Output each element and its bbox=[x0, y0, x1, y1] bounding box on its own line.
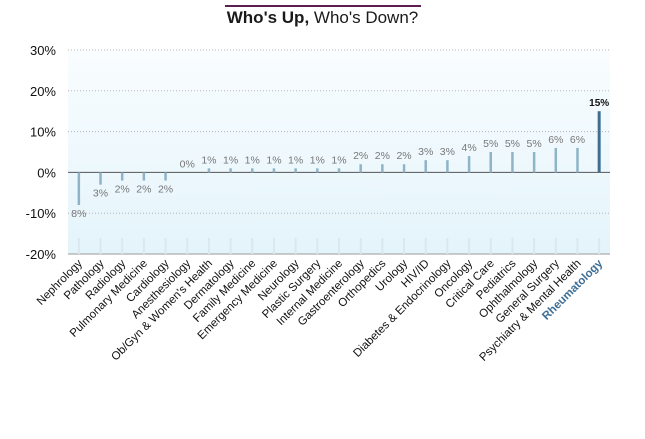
chart-title-rest: Who's Down? bbox=[309, 8, 419, 27]
bar-base-mark bbox=[77, 238, 80, 254]
bar bbox=[511, 152, 514, 173]
value-label: 1% bbox=[223, 154, 238, 166]
value-label: 5% bbox=[483, 138, 498, 150]
value-label: 1% bbox=[201, 154, 216, 166]
value-label: 2% bbox=[136, 184, 151, 196]
bar-base-mark bbox=[272, 238, 275, 254]
bar-base-mark bbox=[554, 238, 557, 254]
bar-base-mark bbox=[186, 238, 189, 254]
bar bbox=[359, 164, 362, 173]
bar bbox=[597, 111, 601, 173]
y-tick-label: -20% bbox=[26, 247, 57, 262]
bar bbox=[467, 156, 471, 173]
bar-base-mark bbox=[403, 238, 406, 254]
y-tick-label: 0% bbox=[37, 165, 56, 180]
y-tick-label: 30% bbox=[30, 43, 56, 58]
value-label: 1% bbox=[310, 154, 325, 166]
value-label: 6% bbox=[570, 134, 585, 146]
value-label: 1% bbox=[331, 154, 346, 166]
bar-base-mark bbox=[468, 238, 471, 254]
value-label: 1% bbox=[245, 154, 260, 166]
chart-title: Who's Up, Who's Down? bbox=[0, 8, 645, 28]
value-label: 2% bbox=[375, 150, 390, 162]
bar-base-mark bbox=[338, 238, 340, 254]
bar bbox=[381, 164, 384, 173]
value-label: 2% bbox=[158, 184, 173, 196]
bar-base-mark bbox=[446, 238, 449, 254]
bar bbox=[554, 147, 558, 173]
bar-base-mark bbox=[142, 238, 145, 254]
bars bbox=[77, 111, 601, 254]
bar-base-mark bbox=[576, 238, 579, 254]
bar bbox=[424, 160, 427, 173]
bar-base-mark bbox=[164, 238, 167, 254]
bar-base-mark bbox=[121, 238, 124, 254]
value-label: 4% bbox=[461, 142, 476, 154]
value-label: 8% bbox=[71, 208, 86, 220]
bar bbox=[532, 152, 536, 173]
value-label: 3% bbox=[93, 188, 108, 200]
value-label: 3% bbox=[440, 146, 455, 158]
y-axis: 30% 20% 10% 0% -10% -20% bbox=[26, 43, 57, 262]
bar bbox=[337, 168, 341, 173]
value-label: 0% bbox=[180, 158, 195, 170]
y-tick-label: 20% bbox=[30, 84, 56, 99]
value-label: 5% bbox=[527, 138, 542, 150]
bar-base-mark bbox=[294, 238, 297, 254]
chart-title-bold: Who's Up, bbox=[226, 8, 310, 27]
bar bbox=[489, 152, 493, 173]
bar-base-mark bbox=[533, 238, 536, 254]
bar-base-mark bbox=[229, 238, 232, 254]
bar-base-mark bbox=[316, 238, 319, 254]
bar-base-mark bbox=[511, 238, 514, 254]
bar-base-mark bbox=[424, 238, 427, 254]
bar-base-mark bbox=[598, 238, 601, 254]
bar bbox=[229, 168, 232, 173]
bar bbox=[207, 168, 211, 173]
bar bbox=[446, 160, 449, 173]
bar bbox=[576, 147, 579, 173]
value-label: 2% bbox=[353, 150, 368, 162]
value-label: 6% bbox=[548, 134, 563, 146]
bar bbox=[142, 172, 146, 181]
bar bbox=[120, 172, 124, 181]
bar bbox=[251, 168, 254, 173]
bar-base-mark bbox=[489, 238, 492, 254]
value-label: 5% bbox=[505, 138, 520, 150]
bar bbox=[164, 172, 167, 181]
bar bbox=[77, 172, 81, 206]
bar-base-mark bbox=[207, 238, 210, 254]
bar bbox=[316, 168, 319, 173]
bar bbox=[402, 164, 406, 173]
bar bbox=[272, 168, 276, 173]
bar-base-mark bbox=[359, 238, 362, 254]
value-label: 2% bbox=[396, 150, 411, 162]
value-label: 3% bbox=[418, 146, 433, 158]
y-tick-label: -10% bbox=[26, 206, 57, 221]
bar bbox=[294, 168, 297, 173]
y-tick-label: 10% bbox=[30, 125, 56, 140]
bar-base-mark bbox=[251, 238, 254, 254]
plot-area bbox=[68, 50, 610, 254]
bar-base-mark bbox=[381, 238, 384, 254]
title-rule bbox=[225, 5, 421, 7]
value-label: 1% bbox=[288, 154, 303, 166]
value-label: 2% bbox=[115, 184, 130, 196]
bar bbox=[99, 172, 102, 185]
value-labels: 8% 3% 2% 2% 2% 0% 1% 1% 1% 1% 1% 1% 1% 2% 2% 2% 3% 3% 4% 5%… bbox=[71, 98, 609, 220]
value-label: 15% bbox=[589, 98, 609, 109]
value-label: 1% bbox=[266, 154, 281, 166]
bar-base-mark bbox=[99, 238, 102, 254]
